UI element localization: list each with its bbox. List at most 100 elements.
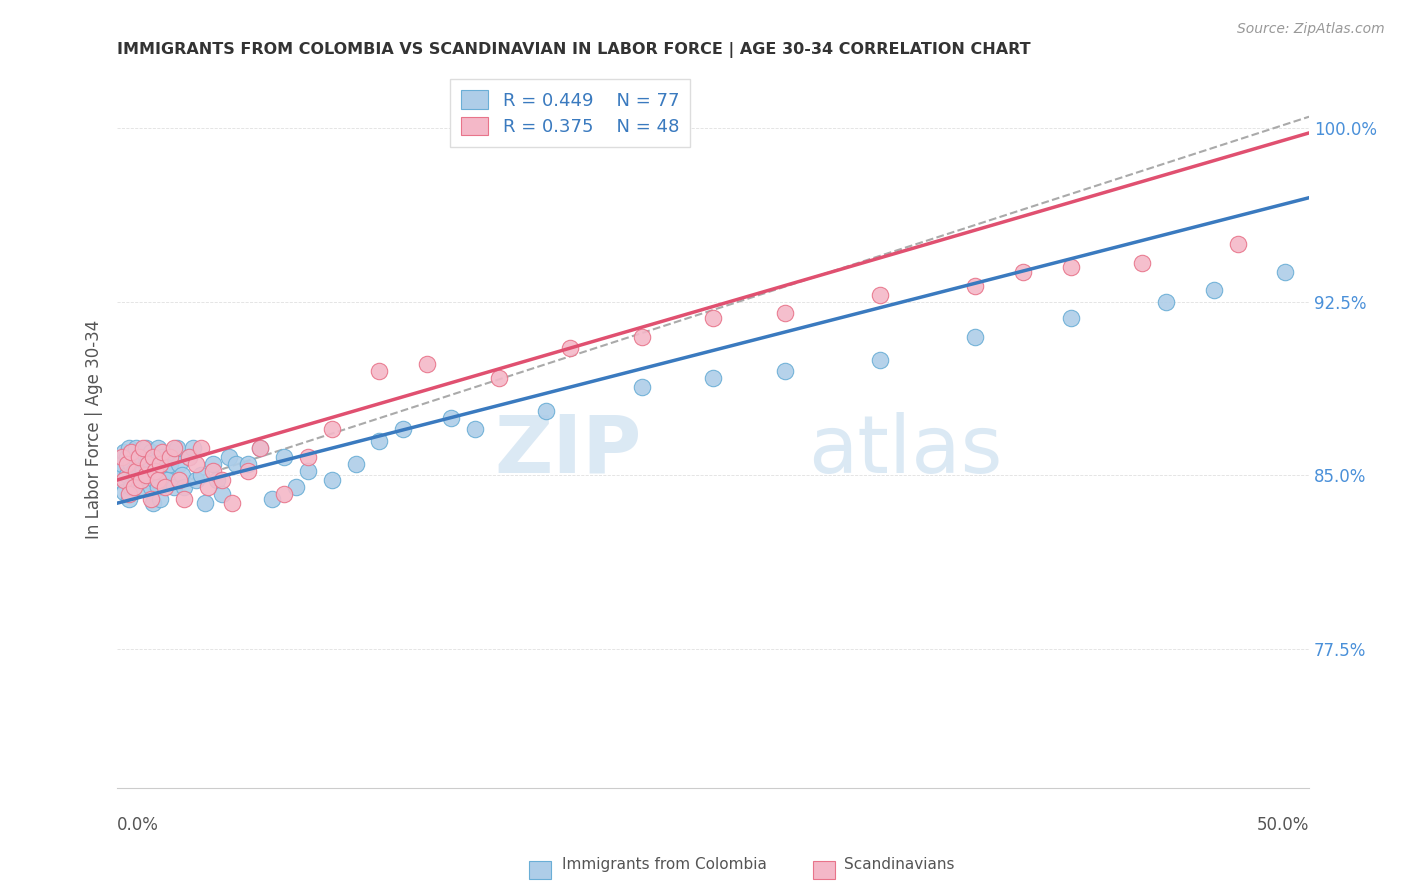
Point [128,457,150,471]
Point [132,464,155,478]
Point [1060,260,1083,274]
Point [125,473,148,487]
Point [115,468,138,483]
Point [166,441,188,455]
Y-axis label: In Labor Force | Age 30-34: In Labor Force | Age 30-34 [86,319,103,539]
Text: 50.0%: 50.0% [1257,815,1309,834]
Point [207,473,229,487]
Point [368,434,391,448]
Point [1130,255,1153,269]
Point [702,371,724,385]
Point [177,450,200,464]
Point [297,450,319,464]
Point [118,441,141,455]
Point [128,468,150,483]
Point [149,491,172,506]
Point [146,441,169,455]
Point [128,450,150,464]
Point [146,480,169,494]
Point [139,445,162,459]
Point [773,364,796,378]
Point [464,422,486,436]
Point [773,306,796,320]
Point [249,441,271,455]
Point [159,457,181,471]
Point [190,468,212,483]
Point [262,491,284,506]
Point [163,441,186,455]
Point [170,468,193,483]
Point [1154,294,1177,309]
Point [121,480,143,494]
Point [273,487,295,501]
Point [143,454,166,468]
Point [132,445,155,459]
Point [143,464,166,478]
Point [416,357,439,371]
Point [173,480,195,494]
Point [136,473,159,487]
Point [211,473,233,487]
Point [297,464,319,478]
Point [122,450,145,464]
Point [115,450,138,464]
Text: 0.0%: 0.0% [117,815,159,834]
Point [194,496,217,510]
Point [201,464,224,478]
Point [536,403,558,417]
Point [156,473,179,487]
Point [238,457,260,471]
Text: IMMIGRANTS FROM COLOMBIA VS SCANDINAVIAN IN LABOR FORCE | AGE 30-34 CORRELATION : IMMIGRANTS FROM COLOMBIA VS SCANDINAVIAN… [117,42,1031,58]
Point [136,457,159,471]
Point [225,457,247,471]
Point [143,473,166,487]
Point [139,491,162,506]
Point [249,441,271,455]
Point [190,441,212,455]
Point [112,473,135,487]
Point [142,464,165,478]
Point [201,457,224,471]
Text: atlas: atlas [808,411,1002,490]
Point [122,464,145,478]
Text: Immigrants from Colombia: Immigrants from Colombia [562,857,768,872]
Point [135,457,157,471]
Point [152,445,174,459]
Point [321,473,343,487]
Point [149,457,172,471]
Point [112,445,135,459]
Point [142,496,165,510]
Point [111,450,134,464]
Point [1202,283,1225,297]
Point [160,445,183,459]
Point [115,457,138,471]
Point [135,441,157,455]
Point [122,480,145,494]
Point [125,441,148,455]
Point [183,441,205,455]
Point [118,491,141,506]
Point [146,473,169,487]
Point [488,371,510,385]
Point [197,480,219,494]
Legend: R = 0.449    N = 77, R = 0.375    N = 48: R = 0.449 N = 77, R = 0.375 N = 48 [450,79,690,147]
Point [118,487,141,501]
Point [159,450,181,464]
Point [125,464,148,478]
Point [368,364,391,378]
Point [149,457,172,471]
Point [167,457,190,471]
Point [965,278,987,293]
Point [321,422,343,436]
Point [273,450,295,464]
Point [630,329,652,343]
Point [121,445,143,459]
Point [135,468,157,483]
Text: Source: ZipAtlas.com: Source: ZipAtlas.com [1237,22,1385,37]
Point [129,450,152,464]
Point [558,341,581,355]
Point [163,480,186,494]
Point [177,450,200,464]
Point [111,457,134,471]
Point [344,457,367,471]
